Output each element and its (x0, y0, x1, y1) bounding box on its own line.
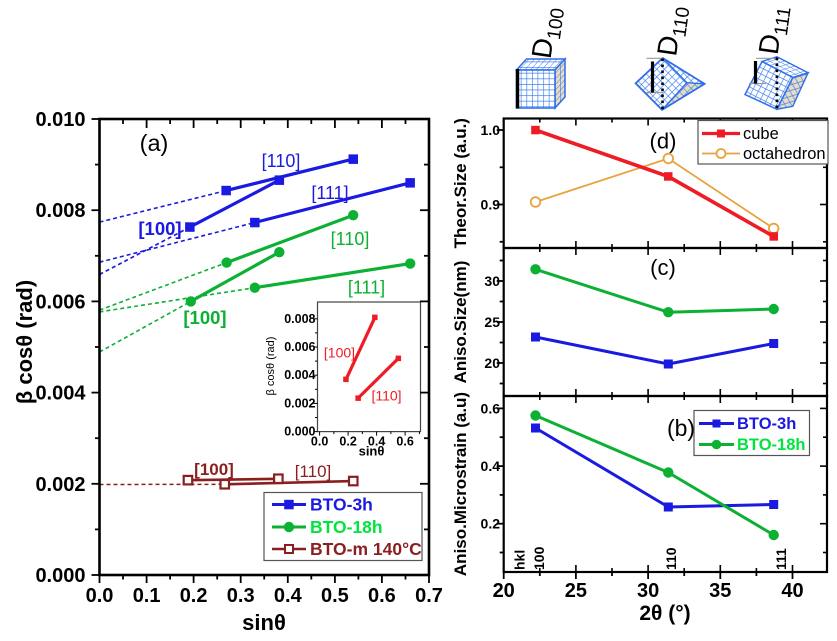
svg-text:0.008: 0.008 (284, 312, 315, 326)
svg-text:30: 30 (637, 580, 659, 602)
svg-text:Aniso.Size(nm): Aniso.Size(nm) (451, 261, 470, 384)
svg-text:cube: cube (743, 125, 779, 143)
svg-text:20: 20 (493, 580, 515, 602)
svg-text:25: 25 (484, 314, 500, 330)
svg-text:[111]: [111] (348, 278, 385, 298)
svg-text:[110]: [110] (331, 229, 370, 249)
svg-text:0.006: 0.006 (35, 291, 85, 313)
svg-text:0.4: 0.4 (274, 585, 303, 607)
svg-text:0.1: 0.1 (133, 585, 161, 607)
svg-text:0.004: 0.004 (35, 383, 86, 405)
svg-text:0.6: 0.6 (396, 435, 413, 449)
svg-text:0.7: 0.7 (415, 585, 443, 607)
svg-text:35: 35 (709, 580, 731, 602)
svg-text:0.6: 0.6 (368, 585, 396, 607)
svg-text:0.010: 0.010 (35, 109, 85, 131)
svg-text:[110]: [110] (262, 151, 301, 171)
svg-text:[100]: [100] (324, 345, 355, 361)
svg-text:0.002: 0.002 (284, 396, 315, 410)
svg-text:0.2: 0.2 (180, 585, 208, 607)
svg-text:0.9: 0.9 (481, 197, 501, 213)
svg-text:0.2: 0.2 (481, 516, 501, 532)
svg-text:β cosθ (rad): β cosθ (rad) (265, 337, 277, 396)
svg-text:30: 30 (484, 273, 500, 289)
svg-text:40: 40 (781, 580, 803, 602)
svg-text:β cosθ (rad): β cosθ (rad) (12, 280, 37, 404)
svg-text:1.0: 1.0 (481, 122, 501, 138)
svg-text:BTO-3h: BTO-3h (310, 495, 373, 515)
svg-text:sinθ: sinθ (242, 610, 286, 635)
svg-text:(a): (a) (140, 130, 169, 156)
svg-text:0.000: 0.000 (35, 565, 85, 587)
svg-text:(b): (b) (667, 415, 695, 441)
svg-text:25: 25 (565, 580, 587, 602)
svg-text:[111]: [111] (311, 183, 348, 203)
svg-text:BTO-18h: BTO-18h (737, 436, 805, 454)
svg-text:0.6: 0.6 (481, 400, 501, 416)
svg-text:110: 110 (663, 547, 679, 570)
svg-text:Theor.Size (a.u.): Theor.Size (a.u.) (451, 118, 470, 248)
svg-text:0.0: 0.0 (311, 435, 328, 449)
svg-text:sinθ: sinθ (359, 444, 385, 459)
svg-text:20: 20 (484, 355, 500, 371)
svg-text:hkl: hkl (512, 550, 528, 570)
svg-text:0.0: 0.0 (86, 585, 114, 607)
svg-text:[100]: [100] (194, 460, 234, 479)
svg-text:0.002: 0.002 (35, 474, 85, 496)
svg-text:0.5: 0.5 (321, 585, 349, 607)
svg-text:(c): (c) (650, 255, 676, 280)
svg-text:0.3: 0.3 (227, 585, 255, 607)
svg-text:BTO-3h: BTO-3h (737, 415, 796, 433)
svg-text:[110]: [110] (371, 388, 401, 404)
svg-text:BTO-18h: BTO-18h (310, 517, 383, 537)
svg-text:0.004: 0.004 (284, 368, 315, 382)
svg-text:2θ (°): 2θ (°) (639, 602, 690, 625)
svg-text:0.008: 0.008 (35, 200, 85, 222)
svg-text:111: 111 (773, 548, 789, 570)
svg-text:[110]: [110] (295, 462, 332, 481)
svg-text:Aniso.Microstrain (a.u): Aniso.Microstrain (a.u) (451, 392, 470, 576)
svg-text:0.4: 0.4 (481, 458, 501, 474)
svg-text:0.006: 0.006 (284, 340, 315, 354)
svg-text:[100]: [100] (183, 307, 226, 328)
svg-text:BTO-m 140°C: BTO-m 140°C (310, 539, 422, 559)
svg-text:[100]: [100] (138, 218, 181, 239)
svg-text:octahedron: octahedron (743, 145, 826, 163)
svg-text:0.2: 0.2 (339, 435, 356, 449)
svg-text:(d): (d) (650, 129, 677, 154)
svg-text:100: 100 (531, 546, 547, 570)
